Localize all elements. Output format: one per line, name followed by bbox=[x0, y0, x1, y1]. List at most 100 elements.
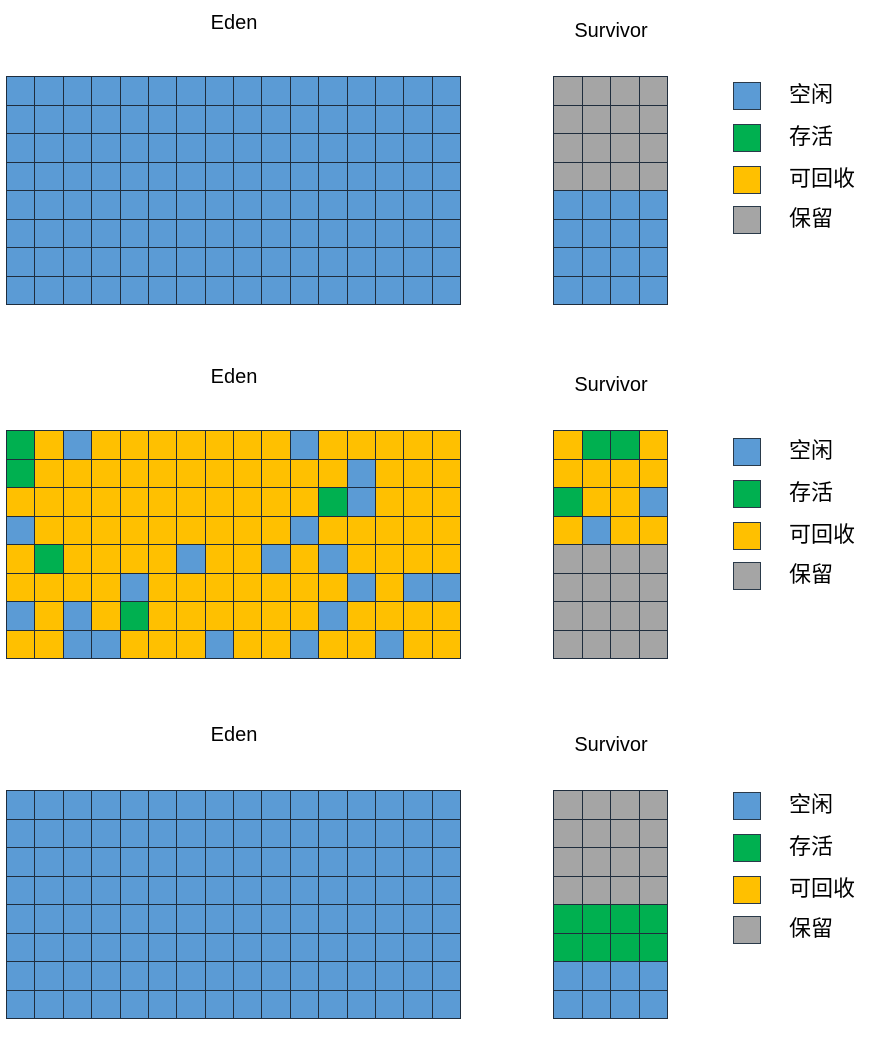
memory-region-free bbox=[375, 848, 405, 877]
memory-region-reclaimable bbox=[319, 630, 348, 659]
memory-region-free bbox=[554, 219, 583, 248]
memory-region-free bbox=[375, 990, 405, 1019]
memory-region-free bbox=[375, 162, 405, 191]
memory-region-free bbox=[35, 905, 64, 934]
memory-region-free bbox=[63, 248, 93, 277]
memory-region-reclaimable bbox=[611, 459, 640, 488]
legend-label: 保留 bbox=[789, 917, 834, 942]
free-swatch bbox=[733, 792, 761, 820]
memory-region-reclaimable bbox=[262, 630, 291, 659]
memory-region-reserved bbox=[582, 573, 611, 602]
memory-region-reserved bbox=[611, 819, 640, 848]
memory-region-free bbox=[35, 105, 64, 134]
memory-region-reclaimable bbox=[120, 516, 149, 545]
reclaimable-swatch bbox=[733, 166, 761, 194]
memory-region-reclaimable bbox=[92, 459, 121, 488]
reserved-swatch bbox=[733, 562, 761, 590]
memory-region-reclaimable bbox=[35, 630, 64, 659]
memory-region-reserved bbox=[611, 77, 640, 106]
memory-region-reclaimable bbox=[7, 488, 36, 517]
legend-label: 存活 bbox=[789, 125, 834, 150]
memory-region-free bbox=[611, 962, 640, 991]
memory-region-free bbox=[404, 905, 433, 934]
memory-region-reclaimable bbox=[375, 431, 405, 460]
memory-region-reserved bbox=[554, 602, 583, 631]
memory-region-free bbox=[35, 876, 64, 905]
memory-region-free bbox=[262, 77, 291, 106]
memory-region-free bbox=[375, 105, 405, 134]
memory-region-free bbox=[92, 276, 121, 305]
memory-region-free bbox=[35, 933, 64, 962]
memory-region-reserved bbox=[639, 545, 668, 574]
memory-region-reclaimable bbox=[148, 488, 178, 517]
memory-region-free bbox=[375, 219, 405, 248]
memory-region-free bbox=[92, 630, 121, 659]
memory-region-reserved bbox=[554, 791, 583, 820]
memory-region-reclaimable bbox=[639, 516, 668, 545]
memory-region-reclaimable bbox=[375, 459, 405, 488]
memory-region-reserved bbox=[639, 77, 668, 106]
memory-region-free bbox=[35, 162, 64, 191]
memory-region-reclaimable bbox=[148, 516, 178, 545]
memory-region-free bbox=[148, 248, 178, 277]
memory-region-free bbox=[234, 933, 263, 962]
memory-region-reclaimable bbox=[234, 488, 263, 517]
memory-region-reserved bbox=[582, 602, 611, 631]
memory-region-reserved bbox=[554, 162, 583, 191]
memory-region-free bbox=[234, 134, 263, 163]
memory-region-free bbox=[7, 134, 36, 163]
memory-region-reclaimable bbox=[262, 459, 291, 488]
memory-region-free bbox=[120, 219, 149, 248]
memory-region-free bbox=[319, 219, 348, 248]
memory-region-free bbox=[290, 819, 320, 848]
memory-region-free bbox=[262, 876, 291, 905]
memory-region-reclaimable bbox=[290, 573, 320, 602]
memory-region-free bbox=[347, 876, 376, 905]
legend-label: 空闲 bbox=[789, 439, 834, 464]
memory-region-free bbox=[148, 876, 178, 905]
memory-region-reserved bbox=[554, 545, 583, 574]
memory-region-free bbox=[347, 962, 376, 991]
memory-region-alive bbox=[639, 933, 668, 962]
memory-region-free bbox=[262, 162, 291, 191]
memory-region-reclaimable bbox=[148, 545, 178, 574]
memory-region-reclaimable bbox=[639, 459, 668, 488]
survivor-title: Survivor bbox=[574, 734, 648, 756]
memory-region-free bbox=[92, 933, 121, 962]
memory-region-reclaimable bbox=[290, 488, 320, 517]
memory-region-free bbox=[205, 105, 234, 134]
eden-title: Eden bbox=[210, 12, 258, 34]
memory-region-reclaimable bbox=[7, 545, 36, 574]
memory-region-reserved bbox=[554, 573, 583, 602]
memory-region-free bbox=[35, 276, 64, 305]
memory-region-reserved bbox=[582, 162, 611, 191]
memory-region-free bbox=[290, 431, 320, 460]
memory-region-free bbox=[7, 848, 36, 877]
memory-region-reclaimable bbox=[262, 516, 291, 545]
memory-region-free bbox=[234, 77, 263, 106]
memory-region-reclaimable bbox=[177, 516, 206, 545]
eden-grid bbox=[6, 430, 461, 659]
memory-region-free bbox=[177, 962, 206, 991]
memory-region-reserved bbox=[554, 819, 583, 848]
memory-region-reclaimable bbox=[120, 431, 149, 460]
memory-region-free bbox=[347, 248, 376, 277]
memory-region-free bbox=[262, 848, 291, 877]
memory-region-free bbox=[205, 848, 234, 877]
memory-region-free bbox=[35, 134, 64, 163]
memory-region-free bbox=[432, 962, 461, 991]
memory-region-free bbox=[205, 905, 234, 934]
memory-region-reclaimable bbox=[319, 516, 348, 545]
memory-region-free bbox=[177, 191, 206, 220]
memory-region-free bbox=[120, 105, 149, 134]
memory-region-free bbox=[148, 791, 178, 820]
memory-region-free bbox=[63, 933, 93, 962]
memory-region-alive bbox=[611, 431, 640, 460]
memory-region-free bbox=[177, 848, 206, 877]
legend-label: 可回收 bbox=[789, 523, 856, 548]
memory-region-reclaimable bbox=[404, 545, 433, 574]
memory-region-free bbox=[319, 848, 348, 877]
memory-region-free bbox=[7, 791, 36, 820]
memory-region-reclaimable bbox=[148, 573, 178, 602]
memory-region-free bbox=[148, 105, 178, 134]
